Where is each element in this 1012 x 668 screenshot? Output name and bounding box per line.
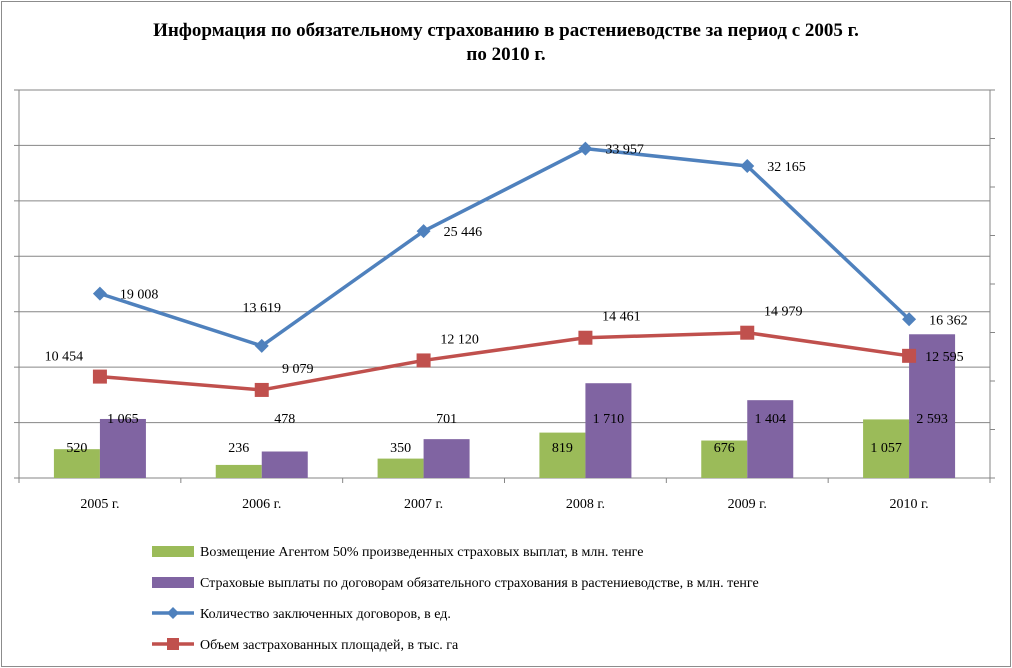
gridlines bbox=[19, 89, 990, 424]
legend-label: Количество заключенных договоров, в ед. bbox=[200, 607, 451, 622]
series-line bbox=[99, 146, 911, 348]
square-marker bbox=[92, 369, 107, 384]
line-data-label: 14 461 bbox=[602, 310, 641, 325]
line-series bbox=[92, 141, 917, 397]
x-tick-label: 2007 г. bbox=[404, 497, 443, 512]
axes: 2005 г. 2006 г. 2007 г. 2008 г. 2009 г. 2010 … bbox=[14, 89, 995, 512]
legend-square-marker bbox=[167, 638, 179, 650]
diamond-marker bbox=[92, 286, 107, 301]
line-data-label: 12 595 bbox=[925, 350, 964, 365]
bar bbox=[747, 400, 794, 478]
bar-data-label: 1 404 bbox=[755, 412, 787, 427]
series-line bbox=[99, 330, 910, 392]
bar-data-label: 1 710 bbox=[593, 412, 625, 427]
line-data-label: 14 979 bbox=[764, 305, 803, 320]
bar bbox=[377, 458, 424, 478]
bar-series bbox=[53, 334, 956, 478]
bar-data-label: 2 593 bbox=[916, 412, 948, 427]
diamond-marker bbox=[740, 158, 755, 173]
bar bbox=[539, 432, 586, 478]
bar bbox=[261, 451, 308, 478]
bar bbox=[215, 464, 262, 478]
line-data-label: 16 362 bbox=[929, 313, 968, 328]
diamond-marker bbox=[578, 141, 593, 156]
bar-data-label: 478 bbox=[274, 412, 295, 427]
bar bbox=[53, 449, 100, 478]
square-marker bbox=[578, 330, 593, 345]
bar bbox=[585, 383, 632, 478]
legend-label: Страховые выплаты по договорам обязатель… bbox=[200, 576, 759, 591]
line-data-label: 32 165 bbox=[767, 160, 806, 175]
line-data-label: 12 120 bbox=[440, 332, 479, 347]
bar-data-label: 701 bbox=[436, 412, 457, 427]
bar bbox=[909, 334, 956, 478]
x-tick-label: 2010 г. bbox=[889, 497, 928, 512]
line-data-label: 13 619 bbox=[243, 301, 282, 316]
legend-diamond-marker bbox=[167, 607, 179, 619]
bar-data-label: 819 bbox=[552, 441, 573, 456]
chart-title-line-1: Информация по обязательному страхованию … bbox=[153, 20, 859, 41]
diamond-marker bbox=[902, 312, 917, 327]
bar-data-label: 236 bbox=[228, 441, 249, 456]
legend-label: Возмещение Агентом 50% произведенных стр… bbox=[200, 545, 643, 560]
bar-data-label: 676 bbox=[714, 441, 735, 456]
bar bbox=[423, 439, 470, 478]
data-labels: 520 236 350 819 676 1 057 1 065 478 701 1 710 1 40… bbox=[45, 143, 968, 456]
square-marker bbox=[740, 325, 755, 340]
square-marker bbox=[254, 382, 269, 397]
square-marker bbox=[902, 348, 917, 363]
legend-swatch-bar bbox=[152, 546, 194, 557]
x-tick-label: 2006 г. bbox=[242, 497, 281, 512]
bar-data-label: 350 bbox=[390, 441, 411, 456]
x-tick-label: 2005 г. bbox=[80, 497, 119, 512]
line-data-label: 9 079 bbox=[282, 362, 314, 377]
line-data-label: 10 454 bbox=[45, 350, 84, 365]
diamond-marker bbox=[254, 338, 269, 353]
bar bbox=[863, 419, 910, 478]
bar-data-label: 1 057 bbox=[870, 441, 902, 456]
bar-data-label: 520 bbox=[66, 441, 87, 456]
legend: Возмещение Агентом 50% произведенных стр… bbox=[152, 545, 759, 653]
line-data-label: 33 957 bbox=[605, 143, 644, 158]
x-tick-label: 2009 г. bbox=[728, 497, 767, 512]
bar-data-label: 1 065 bbox=[107, 412, 139, 427]
square-marker bbox=[416, 353, 431, 368]
chart-title-line-2: по 2010 г. bbox=[466, 44, 545, 65]
x-tick-label: 2008 г. bbox=[566, 497, 605, 512]
line-data-label: 25 446 bbox=[444, 225, 483, 240]
bar bbox=[99, 418, 146, 478]
bar bbox=[701, 440, 748, 478]
legend-label: Объем застрахованных площадей, в тыс. га bbox=[200, 638, 459, 653]
diamond-marker bbox=[416, 224, 431, 239]
line-data-label: 19 008 bbox=[120, 288, 158, 303]
chart-title: Информация по обязательному страхованию … bbox=[153, 20, 859, 65]
legend-swatch-bar bbox=[152, 577, 194, 588]
